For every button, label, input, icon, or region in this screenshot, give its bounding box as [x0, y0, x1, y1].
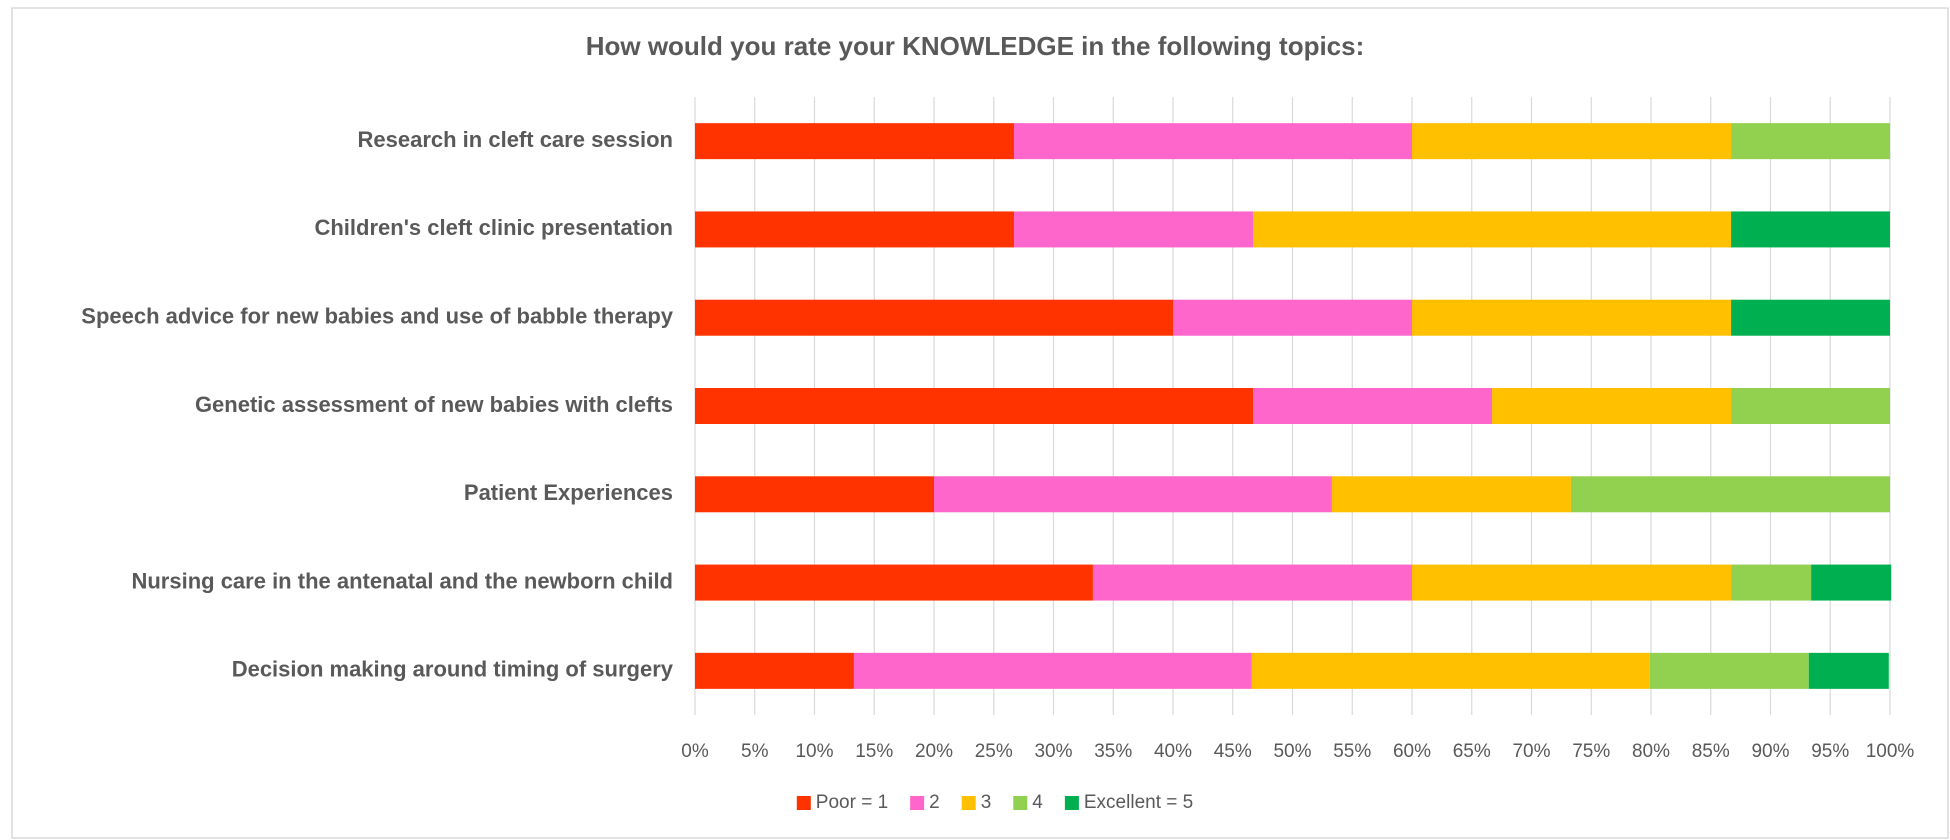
y-tick-label: Genetic assessment of new babies with cl… [195, 392, 673, 417]
x-tick-label: 60% [1393, 741, 1431, 762]
legend-label: Poor = 1 [816, 792, 888, 813]
bar-segment [1014, 123, 1412, 160]
y-tick-label: Children's cleft clinic presentation [314, 215, 673, 240]
x-tick-label: 50% [1273, 741, 1311, 762]
bar-segment [1649, 652, 1809, 689]
bar-segment [695, 652, 854, 689]
x-tick-label: 45% [1214, 741, 1252, 762]
bar-segment [1808, 652, 1889, 689]
x-tick-label: 100% [1866, 741, 1915, 762]
bar-segment [1731, 564, 1812, 601]
x-tick-label: 95% [1811, 741, 1849, 762]
bar-segment [1570, 476, 1890, 513]
x-tick-label: 40% [1154, 741, 1192, 762]
legend-swatch [1013, 796, 1028, 810]
bar-segment [1811, 564, 1892, 601]
legend-label: 4 [1032, 792, 1043, 813]
bar-segment [1253, 388, 1493, 424]
chart-title: How would you rate your KNOWLEDGE in the… [586, 31, 1365, 61]
x-tick-label: 5% [741, 741, 769, 762]
bar-segment [695, 211, 1015, 248]
bar-segment [1731, 388, 1890, 424]
bar-segment [1331, 476, 1571, 513]
legend: Poor = 1 2 3 4 Excellent = 5 [796, 792, 1193, 813]
bar-segment [695, 564, 1093, 601]
x-tick-label: 70% [1512, 741, 1550, 762]
x-tick-label: 90% [1751, 741, 1789, 762]
x-tick-label: 80% [1632, 741, 1670, 762]
bar-segment [1014, 211, 1254, 248]
legend-swatch [961, 796, 976, 810]
legend-label: 2 [929, 792, 940, 813]
bar-segment [853, 652, 1252, 689]
bar-segment [1412, 564, 1732, 601]
bar-segment [934, 476, 1332, 513]
bar-segment [695, 299, 1173, 336]
bar-segment [695, 476, 934, 513]
x-tick-label: 25% [975, 741, 1013, 762]
legend-label: 3 [981, 792, 992, 813]
bar-segment [1731, 211, 1890, 248]
bar-segment [695, 388, 1254, 424]
bar-segment [1173, 299, 1412, 336]
bar-segment [1492, 388, 1732, 424]
bar-segment [1092, 564, 1412, 601]
bar-segment [1251, 652, 1650, 689]
bar-segment [1731, 123, 1890, 160]
y-tick-label: Speech advice for new babies and use of … [81, 304, 673, 329]
y-tick-label: Decision making around timing of surgery [232, 657, 674, 682]
x-tick-label: 65% [1453, 741, 1491, 762]
bar-segment [1731, 299, 1890, 336]
legend-swatch [910, 796, 925, 810]
x-tick-label: 55% [1333, 741, 1371, 762]
legend-swatch [796, 796, 811, 810]
x-tick-label: 75% [1572, 741, 1610, 762]
y-tick-label: Nursing care in the antenatal and the ne… [131, 568, 673, 593]
bar-segment [1412, 299, 1732, 336]
bar-segment [695, 123, 1015, 160]
x-tick-label: 10% [795, 741, 833, 762]
x-tick-label: 30% [1034, 741, 1072, 762]
y-tick-label: Research in cleft care session [358, 127, 674, 152]
legend-label: Excellent = 5 [1084, 792, 1193, 813]
x-tick-label: 35% [1094, 741, 1132, 762]
x-tick-label: 15% [855, 741, 893, 762]
y-tick-label: Patient Experiences [464, 480, 673, 505]
x-tick-label: 20% [915, 741, 953, 762]
legend-swatch [1064, 796, 1079, 810]
bar-segment [1253, 211, 1732, 248]
x-tick-label: 0% [681, 741, 709, 762]
x-tick-label: 85% [1692, 741, 1730, 762]
bar-segment [1412, 123, 1732, 160]
